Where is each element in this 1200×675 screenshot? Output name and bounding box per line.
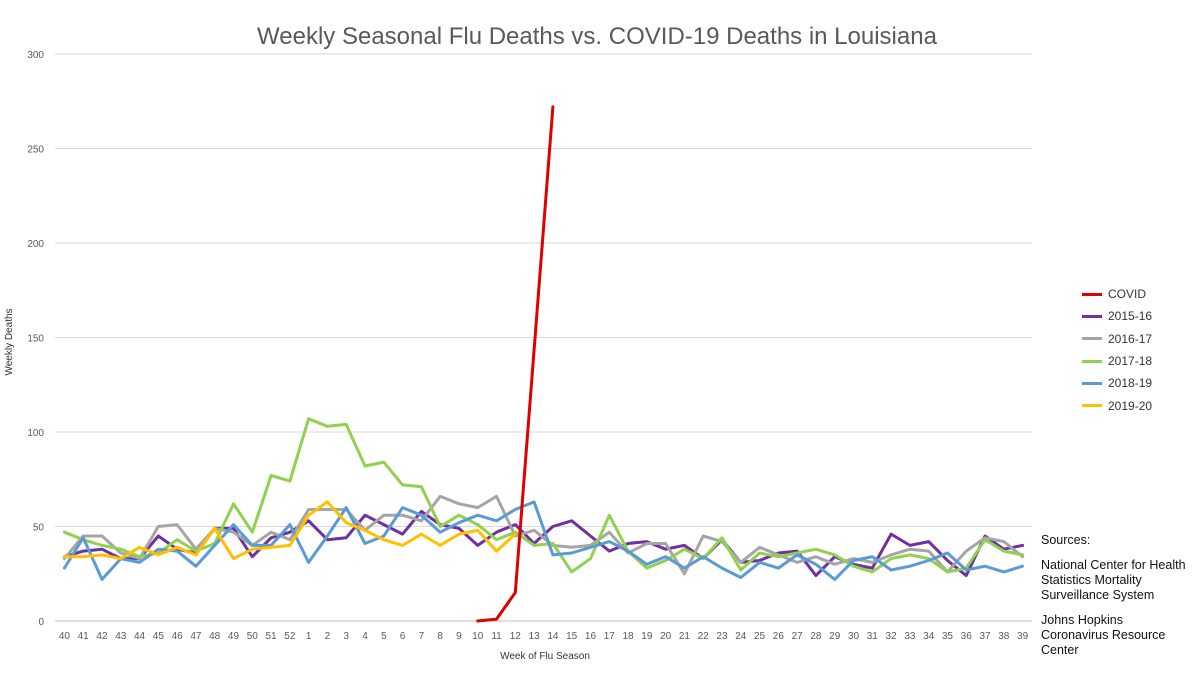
legend-item-2015-16: 2015-16 xyxy=(1082,305,1152,327)
x-tick-label: 16 xyxy=(585,631,597,642)
x-tick-label: 12 xyxy=(510,631,522,642)
x-tick-label: 4 xyxy=(362,631,368,642)
legend-swatch xyxy=(1082,381,1102,385)
x-tick-label: 24 xyxy=(735,631,747,642)
x-tick-label: 40 xyxy=(59,631,71,642)
x-tick-label: 38 xyxy=(998,631,1010,642)
x-tick-label: 31 xyxy=(867,631,879,642)
y-tick-label: 100 xyxy=(27,428,44,439)
legend-label: 2017-18 xyxy=(1108,354,1153,369)
x-tick-label: 15 xyxy=(566,631,578,642)
x-tick-label: 17 xyxy=(604,631,616,642)
legend-swatch xyxy=(1082,404,1102,408)
x-tick-label: 46 xyxy=(172,631,184,642)
x-tick-label: 6 xyxy=(400,631,406,642)
x-tick-label: 1 xyxy=(306,631,312,642)
x-tick-label: 22 xyxy=(698,631,710,642)
x-tick-label: 8 xyxy=(437,631,443,642)
legend-swatch xyxy=(1082,359,1102,363)
legend-item-2018-19: 2018-19 xyxy=(1082,372,1152,394)
x-tick-label: 33 xyxy=(904,631,916,642)
x-tick-label: 25 xyxy=(754,631,766,642)
x-tick-label: 9 xyxy=(456,631,462,642)
x-tick-label: 32 xyxy=(886,631,898,642)
series-line-covid xyxy=(476,105,555,623)
x-tick-label: 41 xyxy=(78,631,90,642)
x-tick-label: 44 xyxy=(134,631,146,642)
y-axis-label: Weekly Deaths xyxy=(4,308,15,375)
y-tick-labels: 0 50 100 150 200 250 300 xyxy=(27,50,44,628)
x-tick-label: 47 xyxy=(190,631,202,642)
sources-heading: Sources: xyxy=(1041,533,1091,547)
legend-label: 2015-16 xyxy=(1108,309,1153,324)
legend-item-covid: COVID xyxy=(1082,283,1152,305)
x-tick-labels: 40 41 42 43 44 45 46 47 48 49 50 51 52 1 2 3 4 5 6 7 8 9 10 11 1… xyxy=(59,631,1029,642)
legend: COVID 2015-16 2016-17 2017-18 2018-19 2019-20 xyxy=(1082,283,1152,417)
x-tick-label: 30 xyxy=(848,631,860,642)
x-tick-label: 34 xyxy=(923,631,935,642)
x-tick-label: 10 xyxy=(472,631,484,642)
legend-swatch xyxy=(1082,314,1102,318)
x-tick-label: 18 xyxy=(622,631,634,642)
x-tick-label: 21 xyxy=(679,631,691,642)
x-tick-label: 43 xyxy=(115,631,127,642)
legend-item-2017-18: 2017-18 xyxy=(1082,350,1152,372)
y-tick-label: 150 xyxy=(27,334,44,345)
x-tick-label: 48 xyxy=(209,631,221,642)
series-line-2019-20 xyxy=(62,500,517,561)
legend-item-2016-17: 2016-17 xyxy=(1082,328,1152,350)
legend-swatch xyxy=(1082,337,1102,341)
x-tick-label: 29 xyxy=(829,631,841,642)
series-line-2018-19 xyxy=(62,500,1025,581)
legend-label: 2016-17 xyxy=(1108,331,1153,346)
y-tick-label: 300 xyxy=(27,50,44,61)
x-tick-label: 36 xyxy=(961,631,973,642)
sources-block: Sources: National Center for Health Stat… xyxy=(1041,533,1191,658)
x-tick-label: 50 xyxy=(247,631,259,642)
legend-item-2019-20: 2019-20 xyxy=(1082,394,1152,416)
y-tick-label: 0 xyxy=(38,617,44,628)
legend-swatch xyxy=(1082,292,1102,296)
y-tick-label: 200 xyxy=(27,239,44,250)
legend-label: 2019-20 xyxy=(1108,398,1153,413)
x-tick-label: 5 xyxy=(381,631,387,642)
x-tick-label: 52 xyxy=(284,631,296,642)
x-tick-label: 19 xyxy=(641,631,653,642)
series-line-2016-17 xyxy=(62,494,1025,576)
legend-label: 2018-19 xyxy=(1108,376,1153,391)
x-tick-label: 3 xyxy=(343,631,349,642)
x-tick-label: 2 xyxy=(325,631,331,642)
x-tick-label: 11 xyxy=(491,631,502,642)
series-line-2015-16 xyxy=(62,509,1025,578)
x-tick-label: 42 xyxy=(96,631,108,642)
x-tick-label: 13 xyxy=(529,631,541,642)
x-axis-label: Week of Flu Season xyxy=(500,651,590,662)
x-tick-label: 14 xyxy=(547,631,559,642)
y-tick-label: 50 xyxy=(33,523,45,534)
x-tick-label: 35 xyxy=(942,631,954,642)
y-tick-label: 250 xyxy=(27,145,44,156)
x-tick-label: 23 xyxy=(716,631,728,642)
x-tick-label: 27 xyxy=(792,631,804,642)
x-tick-label: 49 xyxy=(228,631,240,642)
legend-label: COVID xyxy=(1108,287,1147,302)
x-tick-label: 37 xyxy=(979,631,991,642)
source-item-jhu: Johns Hopkins Coronavirus Resource Cente… xyxy=(1041,613,1166,657)
x-tick-label: 7 xyxy=(419,631,425,642)
x-tick-label: 28 xyxy=(810,631,822,642)
x-tick-label: 39 xyxy=(1017,631,1029,642)
source-item-nchs: National Center for Health Statistics Mo… xyxy=(1041,558,1186,602)
series-line-2017-18 xyxy=(62,417,1025,574)
x-tick-label: 26 xyxy=(773,631,785,642)
x-tick-label: 20 xyxy=(660,631,672,642)
series-lines xyxy=(62,105,1025,623)
chart-title: Weekly Seasonal Flu Deaths vs. COVID-19 … xyxy=(257,23,938,50)
x-tick-label: 51 xyxy=(266,631,278,642)
x-tick-label: 45 xyxy=(153,631,165,642)
